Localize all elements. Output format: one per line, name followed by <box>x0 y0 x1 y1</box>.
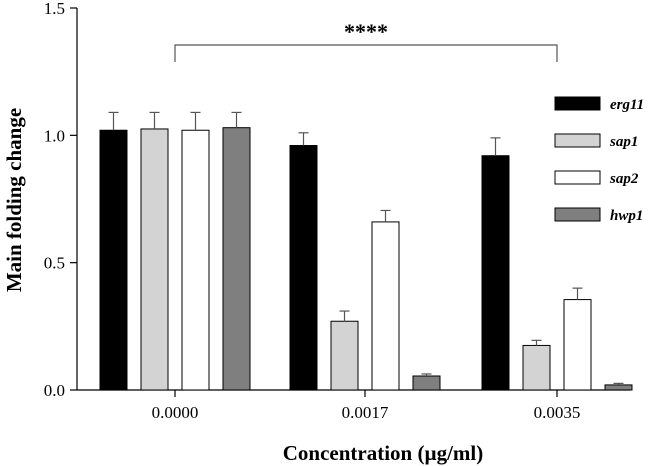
y-tick-label: 0.5 <box>44 254 65 273</box>
legend-label-sap2: sap2 <box>609 171 639 187</box>
legend-swatch-hwp1 <box>554 207 601 222</box>
plot-area: 0.0 0.5 1.0 1.5 0.0000 0.0017 0.0035 **** erg11 s… <box>44 0 644 422</box>
x-tick-label: 0.0000 <box>152 403 199 422</box>
legend-swatch-sap1 <box>554 133 601 148</box>
bar-sap1-0.0000 <box>140 128 169 391</box>
y-tick-label: 1.0 <box>44 126 65 145</box>
legend-label-sap1: sap1 <box>609 134 638 150</box>
legend-label-erg11: erg11 <box>610 97 644 113</box>
x-axis-title: Concentration (µg/ml) <box>283 441 483 465</box>
bar-sap2-0.0017 <box>371 221 400 391</box>
bar-erg11-0.0000 <box>99 129 128 391</box>
bar-hwp1-0.0000 <box>222 127 251 391</box>
legend-swatch-sap2 <box>554 170 601 185</box>
y-tick-label: 0.0 <box>44 381 65 400</box>
bar-hwp1-0.0035 <box>604 384 633 391</box>
x-tick-label: 0.0017 <box>342 403 389 422</box>
bar-sap2-0.0035 <box>563 299 592 391</box>
bar-erg11-0.0017 <box>289 145 318 391</box>
x-tick-label: 0.0035 <box>534 403 581 422</box>
legend-label-hwp1: hwp1 <box>610 208 643 224</box>
bar-sap1-0.0017 <box>330 320 359 391</box>
legend-swatch-erg11 <box>554 96 601 111</box>
significance-label: **** <box>344 19 388 44</box>
significance-bracket <box>174 44 558 62</box>
y-tick-label: 1.5 <box>44 0 65 18</box>
bar-sap1-0.0035 <box>522 344 551 391</box>
bar-sap2-0.0000 <box>181 129 210 391</box>
bar-erg11-0.0035 <box>481 155 510 391</box>
bar-hwp1-0.0017 <box>412 375 441 391</box>
y-axis-title: Main folding change <box>2 108 26 292</box>
